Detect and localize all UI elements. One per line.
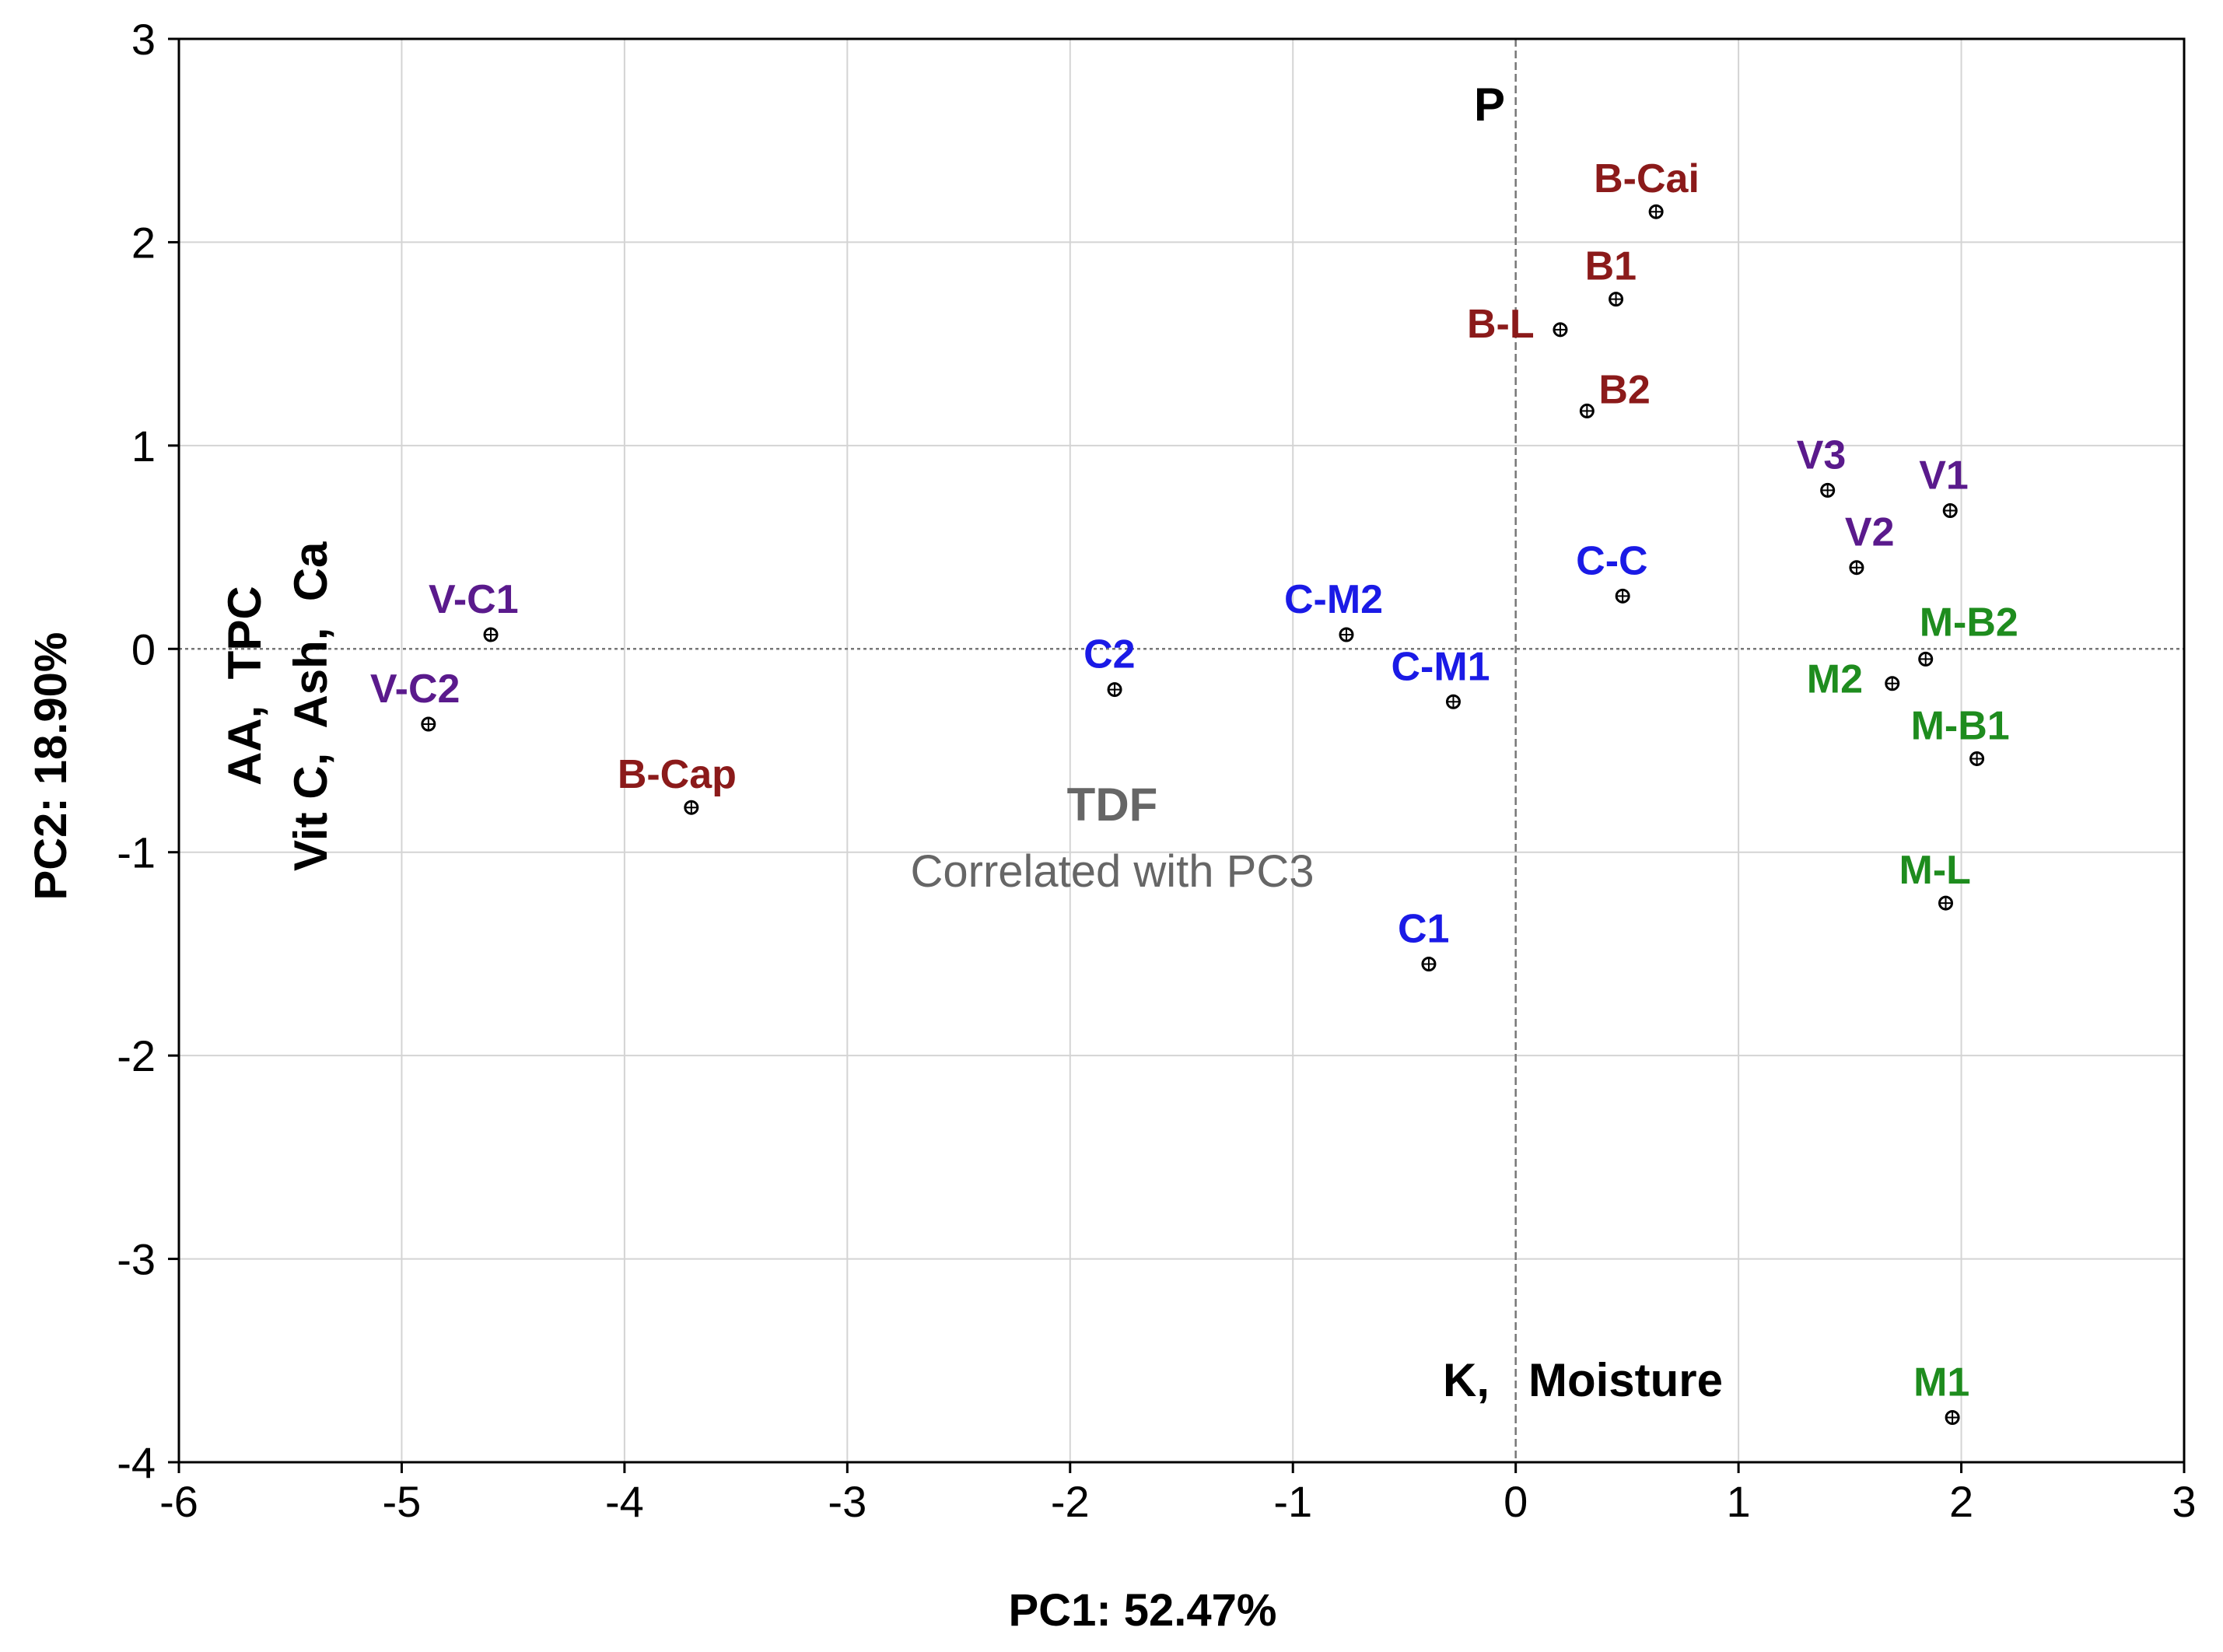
point-v-c2: V-C2 bbox=[370, 667, 460, 732]
y-tick-label: -2 bbox=[117, 1031, 156, 1080]
variable-label-aa-tpc: AA, TPC bbox=[219, 586, 271, 786]
point-v3: V3 bbox=[1797, 432, 1847, 498]
x-tick-label: -3 bbox=[828, 1477, 866, 1526]
point-label: B-Cai bbox=[1594, 156, 1700, 201]
point-label: C-M2 bbox=[1284, 577, 1383, 622]
point-m2: M2 bbox=[1807, 657, 1900, 702]
point-label: B2 bbox=[1598, 367, 1650, 412]
point-v1: V1 bbox=[1919, 453, 1969, 519]
point-label: M-L bbox=[1899, 848, 1971, 893]
x-tick-label: -1 bbox=[1273, 1477, 1312, 1526]
point-m-b2: M-B2 bbox=[1918, 600, 2018, 667]
x-tick-label: -5 bbox=[383, 1477, 422, 1526]
variable-label-vitc-ash-ca: Vit C, Ash, Ca bbox=[285, 541, 337, 871]
point-label: V2 bbox=[1845, 510, 1895, 555]
x-tick-label: 2 bbox=[1949, 1477, 1973, 1526]
x-tick-label: 1 bbox=[1727, 1477, 1751, 1526]
point-label: B-L bbox=[1467, 302, 1535, 347]
point-label: V-C1 bbox=[429, 577, 519, 622]
point-c-m2: C-M2 bbox=[1284, 577, 1383, 642]
axis-ticks: -6 -5 -4 -3 -2 -1 0 1 2 3 -4 -3 -2 -1 0 1 2 3 bbox=[117, 15, 2196, 1526]
point-label: M1 bbox=[1913, 1360, 1969, 1405]
point-c-m1: C-M1 bbox=[1391, 644, 1490, 709]
point-b1: B1 bbox=[1585, 244, 1637, 307]
point-b-cap: B-Cap bbox=[618, 752, 737, 815]
point-label: M-B2 bbox=[1920, 600, 2018, 645]
point-b2: B2 bbox=[1579, 367, 1651, 418]
point-label: V3 bbox=[1797, 432, 1847, 478]
point-c2: C2 bbox=[1083, 632, 1136, 698]
grid bbox=[179, 39, 2184, 1462]
y-tick-label: -4 bbox=[117, 1438, 156, 1487]
x-tick-label: 3 bbox=[2172, 1477, 2196, 1526]
point-m-l: M-L bbox=[1899, 848, 1971, 911]
point-b-cai: B-Cai bbox=[1594, 156, 1700, 219]
zero-lines bbox=[179, 39, 2184, 1462]
tdf-note: Correlated with PC3 bbox=[911, 846, 1315, 897]
point-v2: V2 bbox=[1845, 510, 1895, 576]
y-tick-label: -1 bbox=[117, 828, 156, 877]
point-label: B-Cap bbox=[618, 752, 737, 797]
variable-label-tdf: TDF bbox=[1067, 779, 1158, 831]
variable-label-p: P bbox=[1474, 79, 1505, 131]
y-tick-label: 2 bbox=[131, 218, 156, 267]
x-tick-label: 0 bbox=[1504, 1477, 1528, 1526]
x-tick-label: -2 bbox=[1051, 1477, 1090, 1526]
x-axis-title: PC1: 52.47% bbox=[1009, 1585, 1277, 1636]
point-label: C2 bbox=[1083, 632, 1135, 677]
point-label: M2 bbox=[1807, 657, 1863, 702]
point-m-b1: M-B1 bbox=[1911, 703, 2010, 766]
y-tick-label: 3 bbox=[131, 15, 156, 64]
y-tick-label: 0 bbox=[131, 625, 156, 674]
y-tick-label: 1 bbox=[131, 422, 156, 471]
data-points: B-Cai B1 B-L B2 B-Cap V3 V1 V2 V-C1 V-C2 C-C C-M2 C2… bbox=[370, 156, 2018, 1425]
point-label: C-C bbox=[1576, 538, 1647, 583]
point-c-c: C-C bbox=[1576, 538, 1648, 604]
y-axis-title: PC2: 18.90% bbox=[26, 632, 76, 901]
point-label: V1 bbox=[1919, 453, 1969, 499]
y-tick-label: -3 bbox=[117, 1235, 156, 1284]
variable-label-k-moisture: K, Moisture bbox=[1443, 1354, 1723, 1406]
x-tick-label: -6 bbox=[159, 1477, 198, 1526]
point-label: M-B1 bbox=[1911, 703, 2010, 748]
point-c1: C1 bbox=[1398, 907, 1449, 971]
point-m1: M1 bbox=[1913, 1360, 1969, 1425]
point-label: C1 bbox=[1398, 907, 1449, 952]
point-label: V-C2 bbox=[370, 667, 460, 712]
x-tick-label: -4 bbox=[605, 1477, 644, 1526]
point-label: C-M1 bbox=[1391, 644, 1490, 689]
point-v-c1: V-C1 bbox=[429, 577, 519, 642]
plot-frame bbox=[177, 37, 2186, 1464]
point-label: B1 bbox=[1585, 244, 1637, 289]
point-b-l: B-L bbox=[1467, 302, 1568, 347]
